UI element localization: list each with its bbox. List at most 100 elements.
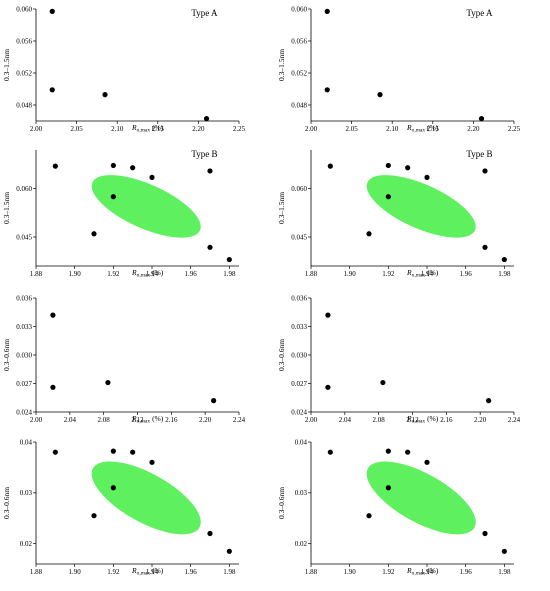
y-tick-label: 0.045 <box>16 233 32 241</box>
y-axis-label: 0.3–1.5nm <box>277 192 286 224</box>
x-tick-label: 2.16 <box>165 416 178 424</box>
type-annotation: Type A <box>466 8 493 18</box>
x-tick-label: 1.98 <box>223 270 236 278</box>
x-tick-label: 2.15 <box>427 125 440 133</box>
panel-p2: 2.00 2.05 2.10 2.15 2.20 2.25 0.048 0.052 0.056 0… <box>277 5 521 133</box>
y-axis-label: 0.3–0.6nm <box>277 487 286 519</box>
x-tick-label: 2.20 <box>467 125 480 133</box>
type-annotation: Type B <box>191 149 217 159</box>
y-axis-label: 0.3–0.6nm <box>2 339 11 371</box>
x-tick-label: 1.96 <box>460 270 473 278</box>
data-point <box>110 448 116 454</box>
x-tick-label: 2.00 <box>305 416 318 424</box>
x-axis-label: Ro,max (%) <box>406 414 439 425</box>
x-tick-label: 2.20 <box>192 125 205 133</box>
y-axis-label: 0.3–0.6nm <box>277 339 286 371</box>
y-tick-label: 0.052 <box>16 69 32 77</box>
highlight-ellipse <box>366 175 476 238</box>
data-point <box>424 174 430 180</box>
x-tick-label: 2.20 <box>474 416 487 424</box>
y-tick-label: 0.036 <box>291 294 307 302</box>
highlight-ellipse <box>91 461 201 535</box>
x-tick-label: 2.08 <box>373 416 386 424</box>
data-point <box>226 256 232 263</box>
highlight-ellipse <box>366 461 476 535</box>
data-point <box>49 8 55 14</box>
y-tick-label: 0.056 <box>16 37 32 45</box>
y-axis-label: 0.3–1.5nm <box>277 49 286 81</box>
x-tick-label: 2.05 <box>70 125 83 133</box>
x-tick-label: 2.00 <box>30 125 43 133</box>
x-tick-label: 2.20 <box>199 416 212 424</box>
x-tick-label: 1.92 <box>107 568 120 576</box>
data-point <box>482 168 488 174</box>
data-point <box>482 530 488 537</box>
x-tick-label: 1.94 <box>421 568 434 576</box>
x-tick-label: 1.88 <box>30 270 43 278</box>
x-tick-label: 1.92 <box>107 270 120 278</box>
x-axis-label: Ro,max (%) <box>406 566 439 577</box>
data-point <box>211 398 217 404</box>
y-tick-label: 0.030 <box>16 351 32 359</box>
x-tick-label: 2.16 <box>440 416 453 424</box>
data-point <box>501 548 507 554</box>
panel-p7: 1.88 1.90 1.92 1.94 1.96 1.98 0.02 0.03 0.04 0.3–… <box>2 438 239 577</box>
data-point <box>424 459 430 465</box>
data-point <box>130 165 136 171</box>
data-point <box>52 163 58 169</box>
x-tick-label: 2.10 <box>386 125 399 133</box>
x-tick-label: 1.90 <box>344 568 357 576</box>
data-point <box>207 530 213 537</box>
y-tick-label: 0.048 <box>291 101 307 109</box>
data-point <box>385 485 391 491</box>
data-point <box>130 449 136 455</box>
panel-p4: 1.88 1.90 1.92 1.94 1.96 1.98 0.045 0.060 0.3–1.… <box>277 149 514 279</box>
data-point <box>102 92 108 98</box>
y-tick-label: 0.027 <box>291 380 307 388</box>
data-point <box>385 448 391 454</box>
y-tick-label: 0.048 <box>16 101 32 109</box>
panel-p3: 1.88 1.90 1.92 1.94 1.96 1.98 0.045 0.060 0.3–1.… <box>2 149 239 279</box>
x-tick-label: 2.24 <box>233 416 246 424</box>
y-tick-label: 0.060 <box>291 5 307 13</box>
data-point <box>203 116 210 122</box>
x-tick-label: 1.96 <box>185 270 198 278</box>
y-axis-label: 0.3–0.6nm <box>2 487 11 519</box>
x-tick-label: 2.05 <box>345 125 358 133</box>
y-tick-label: 0.060 <box>16 185 32 193</box>
type-annotation: Type B <box>466 149 492 159</box>
y-tick-label: 0.045 <box>291 233 307 241</box>
data-point <box>405 449 411 455</box>
y-tick-label: 0.056 <box>291 37 307 45</box>
x-tick-label: 2.04 <box>339 416 352 424</box>
y-axis-label: 0.3–1.5nm <box>2 192 11 224</box>
data-point <box>501 256 507 263</box>
data-point <box>380 379 386 386</box>
x-axis-label: Ro,max (%) <box>131 414 164 425</box>
data-point <box>478 116 485 122</box>
x-tick-label: 2.12 <box>406 416 419 424</box>
x-tick-label: 2.00 <box>305 125 318 133</box>
y-tick-label: 0.03 <box>20 489 33 497</box>
x-tick-label: 1.88 <box>305 568 318 576</box>
x-tick-label: 2.00 <box>30 416 43 424</box>
data-point <box>377 92 383 98</box>
x-axis-label: Ro,max (%) <box>131 566 164 577</box>
x-tick-label: 2.24 <box>508 416 521 424</box>
data-point <box>50 384 56 390</box>
type-annotation: Type A <box>191 8 218 18</box>
x-tick-label: 2.25 <box>233 125 246 133</box>
x-tick-label: 1.88 <box>305 270 318 278</box>
data-point <box>327 163 333 169</box>
y-tick-label: 0.024 <box>291 408 307 416</box>
x-axis-label: Ro,max (%) <box>131 268 164 279</box>
data-point <box>149 174 155 180</box>
x-tick-label: 2.04 <box>64 416 77 424</box>
y-tick-label: 0.033 <box>16 323 32 331</box>
x-tick-label: 2.25 <box>508 125 521 133</box>
y-tick-label: 0.060 <box>16 5 32 13</box>
data-point <box>366 231 372 237</box>
y-tick-label: 0.04 <box>20 438 33 446</box>
x-tick-label: 1.94 <box>146 568 159 576</box>
